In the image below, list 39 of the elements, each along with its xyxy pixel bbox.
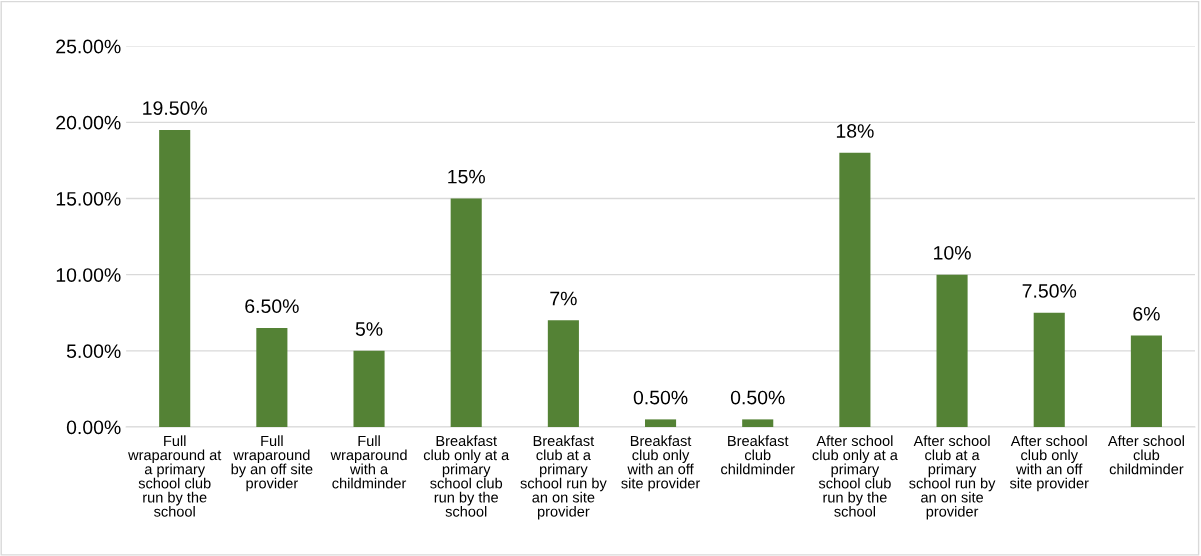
x-tick-label: After school club only with an off site provider [1009,435,1089,492]
bar [1130,335,1162,428]
bar [159,129,191,428]
data-label: 10% [934,245,971,260]
y-tick-label: 5.00% [66,344,121,359]
y-tick-label: 20.00% [56,115,121,130]
bar [256,327,288,428]
y-tick-label: 10.00% [56,268,121,282]
x-tick-label: Breakfast club childminder [721,435,795,475]
data-label: 0.50% [730,390,785,405]
data-label: 6% [1133,306,1160,321]
bar [547,320,579,428]
bar [839,152,871,428]
data-label: 15% [448,169,485,184]
x-tick-label: Full wraparound by an off site provider [231,435,313,492]
x-tick-label: After school club at a primary school run by an on site provider [909,435,996,520]
bar [353,350,385,428]
x-tick-label: Full wraparound at a primary school club run by the school [128,435,222,517]
bar [1033,312,1065,428]
data-label: 18% [836,124,874,138]
y-tick-label: 15.00% [56,191,121,206]
y-tick-label: 25.00% [56,39,121,54]
x-tick-label: After school club only at a primary school club run by the school [812,435,898,517]
y-tick-label: 0.00% [66,420,121,435]
bar [936,274,968,428]
x-tick-label: Breakfast club only with an off site provider [621,435,701,492]
data-label: 6.50% [245,299,299,314]
data-label: 7% [550,291,577,306]
data-label: 0.50% [633,390,688,405]
data-label: 7.50% [1022,284,1077,298]
data-label: 5% [355,322,383,336]
x-tick-label: After school club childminder [1107,435,1184,475]
bar [742,419,774,428]
x-tick-label: Breakfast club only at a primary school club run by the school [423,435,510,517]
bar [450,198,482,428]
x-tick-label: Full wraparound with a childminder [330,435,407,489]
data-label: 19.50% [143,101,207,115]
x-tick-label: Breakfast club at a primary school run by an on site provider [520,435,607,520]
bar [645,419,677,428]
